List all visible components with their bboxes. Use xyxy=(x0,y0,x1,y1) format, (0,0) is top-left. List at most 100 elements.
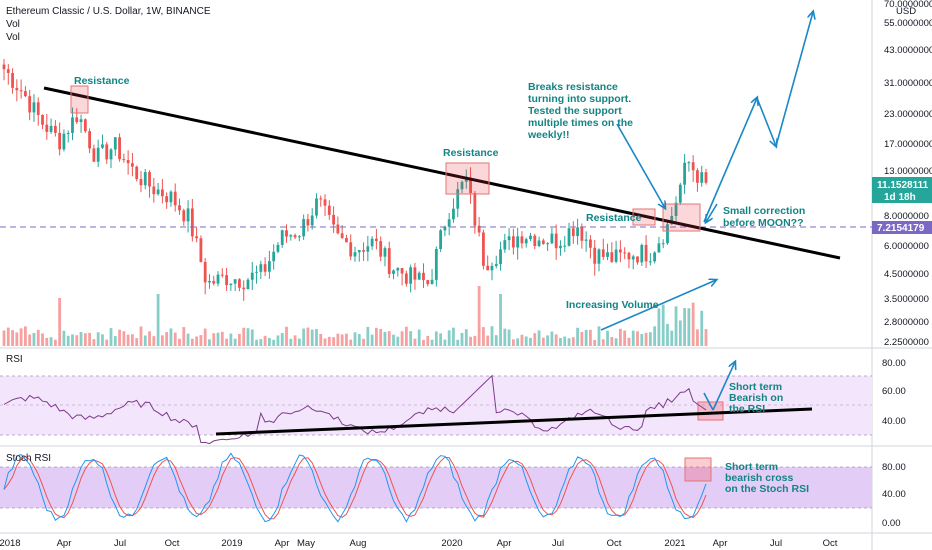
volume-bar xyxy=(225,338,228,346)
rsi-axis[interactable]: 80.00 60.00 40.00 xyxy=(882,358,906,427)
volume-bar xyxy=(362,338,365,346)
candle-body xyxy=(631,256,635,260)
candle-body xyxy=(464,177,468,182)
candle-body xyxy=(310,215,314,226)
volume-bar xyxy=(627,337,631,346)
candle-body xyxy=(640,244,644,263)
candle-body xyxy=(131,163,134,167)
annotation-breaks-4: multiple times on the xyxy=(528,117,633,129)
candle-body xyxy=(190,208,194,237)
volume-bars xyxy=(2,286,708,346)
volume-bar xyxy=(494,335,498,346)
volume-bar xyxy=(392,334,395,346)
candle-body xyxy=(340,233,344,238)
volume-bar xyxy=(199,335,203,346)
candle-body xyxy=(135,166,139,180)
candle-body xyxy=(323,199,327,206)
candle-body xyxy=(148,172,151,187)
volume-bar xyxy=(383,331,387,346)
price-tick-label: 6.0000000 xyxy=(884,241,929,252)
volume-bar xyxy=(165,332,169,346)
volume-bar xyxy=(220,331,224,346)
current-price-tag: 11.1528111 1d 18h xyxy=(872,177,932,203)
candle-body xyxy=(225,275,228,286)
candle-body xyxy=(529,235,532,240)
rsi-down-stroke xyxy=(703,392,714,411)
volume-bar xyxy=(92,339,96,346)
candle-body xyxy=(109,149,113,160)
time-axis[interactable]: 2018 Apr Jul Oct 2019 Apr May Aug 2020 Apr Jul Oct 2… xyxy=(0,538,838,549)
candle-body xyxy=(53,125,57,133)
volume-bar xyxy=(83,333,87,346)
volume-bar xyxy=(229,333,233,346)
candle-body xyxy=(700,172,704,183)
annotation-correction-2: before MOON?? xyxy=(723,217,804,229)
correction-note-arrow xyxy=(706,203,718,222)
volume-bar xyxy=(2,330,6,346)
candle-body xyxy=(353,252,357,257)
annotation-rsi-2: Bearish on xyxy=(729,392,783,404)
volume-bar xyxy=(430,339,434,346)
annotation-correction-1: Small correction xyxy=(723,205,805,217)
candle-body xyxy=(113,137,117,150)
candle-body xyxy=(246,279,250,290)
volume-bar xyxy=(58,298,62,346)
volume-bar xyxy=(456,339,460,346)
candle-body xyxy=(203,261,207,283)
annotation-resistance-1: Resistance xyxy=(74,75,130,87)
volume-bar xyxy=(293,335,297,346)
time-tick-label: 2021 xyxy=(664,538,685,549)
volume-bar xyxy=(289,338,293,346)
candle-body xyxy=(580,227,584,241)
volume-bar xyxy=(242,327,246,346)
candle-body xyxy=(417,272,421,280)
volume-bar xyxy=(353,332,357,346)
price-axis[interactable]: 70.0000000 55.0000000 43.0000000 31.0000000… xyxy=(884,0,932,348)
annotation-increasing-volume: Increasing Volume xyxy=(566,299,659,311)
volume-bar xyxy=(143,335,147,346)
volume-bar xyxy=(357,333,361,346)
time-tick-label: Apr xyxy=(57,538,72,549)
volume-bar xyxy=(66,335,70,346)
volume-bar xyxy=(631,330,635,346)
volume-bar xyxy=(208,339,211,346)
volume-bar xyxy=(499,294,502,346)
volume-bar xyxy=(683,308,686,346)
volume-bar xyxy=(19,328,23,346)
candle-body xyxy=(195,236,199,239)
volume-bar xyxy=(434,331,438,346)
candle-body xyxy=(434,249,438,280)
candle-body xyxy=(400,268,404,274)
volume-bar xyxy=(670,330,674,346)
candle-body xyxy=(541,240,545,245)
volume-bar xyxy=(678,320,682,346)
volume-bar xyxy=(79,332,83,346)
volume-bar xyxy=(409,331,413,346)
time-tick-label: Apr xyxy=(275,538,290,549)
volume-bar xyxy=(623,330,627,346)
rsi-up-arrow xyxy=(712,362,735,411)
volume-bar xyxy=(280,333,284,346)
volume-bar xyxy=(452,327,455,346)
candle-body xyxy=(349,242,353,257)
support-price-value: 7.2154179 xyxy=(877,223,925,234)
candle-body xyxy=(66,133,70,135)
candle-body xyxy=(563,245,567,247)
candle-body xyxy=(567,228,571,246)
volume-bar xyxy=(302,328,306,346)
volume-bar xyxy=(195,336,199,346)
volume-bar xyxy=(173,332,177,346)
volume-bar xyxy=(238,333,241,346)
candle-body xyxy=(533,235,537,247)
price-tick-label: 43.0000000 xyxy=(884,45,932,56)
volume-bar xyxy=(6,327,10,346)
candle-body xyxy=(687,162,691,164)
volume-bar xyxy=(49,337,53,346)
stoch-axis[interactable]: 80.00 40.00 0.00 xyxy=(882,462,906,529)
volume-bar xyxy=(704,329,708,346)
candle-body xyxy=(691,162,695,171)
candle-body xyxy=(606,252,609,257)
annotation-breaks-5: weekly!! xyxy=(527,129,569,141)
volume-bar xyxy=(259,339,263,346)
